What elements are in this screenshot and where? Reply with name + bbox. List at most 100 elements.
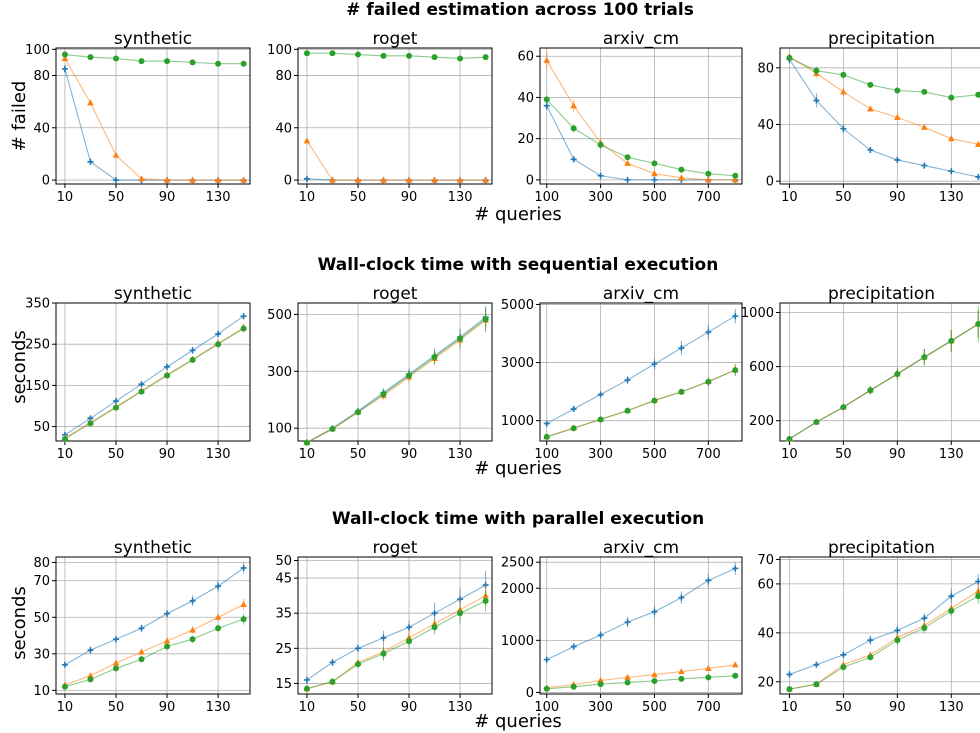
series-line xyxy=(789,580,979,675)
series-green xyxy=(786,306,980,442)
data-point xyxy=(597,141,604,148)
data-point xyxy=(164,643,171,650)
data-point xyxy=(651,671,658,678)
series-line xyxy=(64,315,244,436)
series-line xyxy=(546,369,736,438)
subplot-title: precipitation xyxy=(828,29,935,49)
series-blue xyxy=(61,312,247,438)
subplot-1-0: 10 50 90 130 50 150 250 350 synthetic xyxy=(25,284,251,462)
data-point xyxy=(240,616,247,623)
y-tick-label: 40 xyxy=(757,626,774,641)
data-point xyxy=(215,341,222,348)
data-point xyxy=(624,176,631,183)
data-point xyxy=(303,685,310,692)
y-tick-label: 200 xyxy=(749,414,774,429)
axes-frame xyxy=(297,302,493,442)
subplot-2-1: 10 50 90 130 15 25 35 45 50 roget xyxy=(275,538,493,715)
data-point xyxy=(380,176,387,183)
data-point xyxy=(431,624,438,631)
y-tick-label: 80 xyxy=(757,61,774,76)
data-point xyxy=(651,176,658,183)
data-point xyxy=(786,686,793,693)
data-point xyxy=(651,608,658,615)
series-line xyxy=(64,328,244,440)
data-point xyxy=(732,172,739,179)
x-tick-label: 10 xyxy=(781,447,798,462)
y-tick-label: 50 xyxy=(33,420,50,435)
subplot-0-1: 10 50 90 130 0 40 80 100 roget xyxy=(267,29,493,205)
data-point xyxy=(678,345,685,352)
y-tick-label: 50 xyxy=(33,611,50,626)
data-point xyxy=(112,398,119,405)
x-tick-label: 500 xyxy=(642,700,667,715)
y-tick-label: 30 xyxy=(33,647,50,662)
data-point xyxy=(354,176,362,183)
series-line xyxy=(64,618,244,688)
series-line xyxy=(789,56,979,145)
data-point xyxy=(240,325,247,332)
data-point xyxy=(867,637,874,644)
series-orange xyxy=(303,310,489,445)
series-line xyxy=(546,315,736,425)
series-line xyxy=(788,59,979,178)
series-green xyxy=(303,50,489,62)
y-tick-label: 60 xyxy=(517,50,534,65)
series-line xyxy=(306,584,486,681)
data-point xyxy=(651,170,658,177)
x-tick-label: 90 xyxy=(159,190,176,205)
x-tick-label: 700 xyxy=(696,190,721,205)
data-point xyxy=(405,176,413,183)
data-point xyxy=(189,176,196,183)
data-point xyxy=(457,335,464,342)
x-tick-label: 90 xyxy=(401,447,418,462)
data-point xyxy=(975,320,980,327)
series-line xyxy=(64,567,244,666)
y-tick-label: 70 xyxy=(757,553,774,568)
subplot-2-2: 100 300 500 700 0 1000 2000 2500 arxiv_cm xyxy=(501,538,743,715)
x-tick-label: 10 xyxy=(299,447,316,462)
series-blue xyxy=(543,101,739,183)
data-point xyxy=(189,356,196,363)
ylabel-sequential: seconds xyxy=(9,330,30,404)
data-point xyxy=(164,58,171,65)
y-tick-label: 100 xyxy=(267,43,292,58)
data-point xyxy=(678,174,685,181)
data-point xyxy=(894,371,901,378)
data-point xyxy=(456,176,464,183)
data-point xyxy=(543,56,551,63)
series-green xyxy=(61,51,247,67)
series-green xyxy=(543,672,739,692)
data-point xyxy=(570,643,577,650)
y-tick-label: 0 xyxy=(526,173,534,188)
data-point xyxy=(570,425,577,432)
data-point xyxy=(570,102,577,109)
data-point xyxy=(840,651,847,658)
x-tick-label: 10 xyxy=(781,700,798,715)
series-green xyxy=(786,588,980,693)
y-tick-label: 300 xyxy=(267,365,292,380)
data-point xyxy=(214,613,222,620)
data-point xyxy=(406,372,413,379)
data-point xyxy=(303,175,310,182)
x-tick-label: 130 xyxy=(939,190,964,205)
axes-frame xyxy=(539,302,743,442)
data-point xyxy=(651,361,658,368)
data-point xyxy=(406,624,413,631)
x-tick-label: 130 xyxy=(939,700,964,715)
x-tick-label: 130 xyxy=(206,447,231,462)
y-tick-label: 40 xyxy=(275,121,292,136)
subplot-0-2: 100 300 500 700 0 20 40 60 arxiv_cm xyxy=(517,29,743,205)
data-point xyxy=(894,87,901,94)
data-point xyxy=(87,99,94,106)
series-orange xyxy=(543,52,739,183)
data-point xyxy=(921,162,928,169)
data-point xyxy=(87,158,94,165)
series-green xyxy=(61,613,247,690)
axes-frame xyxy=(55,556,251,695)
subplot-2-0: 10 50 90 130 10 30 50 70 80 synthetic xyxy=(33,538,251,715)
subplot-title: roget xyxy=(373,29,418,49)
data-point xyxy=(189,626,196,633)
y-tick-label: 60 xyxy=(757,577,774,592)
subplot-title: arxiv_cm xyxy=(603,538,679,558)
data-point xyxy=(705,329,712,336)
